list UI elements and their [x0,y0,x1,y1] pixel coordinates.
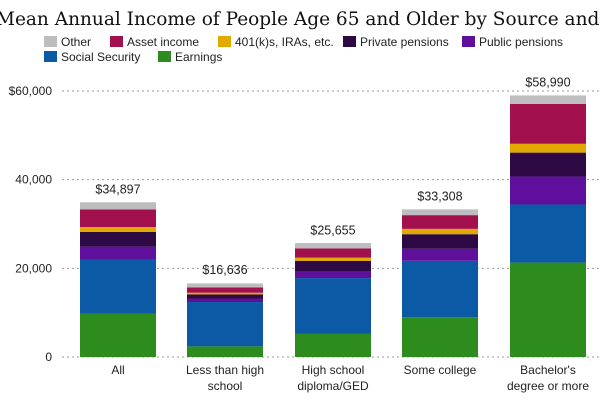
bar-segment-401-k-s-iras-etc-all [80,227,156,232]
legend-swatch [44,51,57,62]
total-label: $16,636 [202,263,247,277]
bar-segment-public-pensions-some-college [402,248,478,261]
bar-segment-other-high-school-diploma-ged [295,243,371,249]
bar-segment-social-security-high-school-diploma-ged [295,278,371,334]
legend-item-other: Other [44,35,91,49]
legend-label: Asset income [127,35,199,49]
legend-swatch [462,36,475,47]
bar-segment-other-all [80,202,156,210]
category-label: Some college [404,363,477,377]
legend-item-401-k-s-iras-etc: 401(k)s, IRAs, etc. [218,35,334,49]
y-tick-label: 20,000 [15,261,52,275]
legend-swatch [158,51,171,62]
bar-segment-401-k-s-iras-etc-bachelor-s-degree-or-more [510,143,586,153]
category-label: Bachelor's [520,363,576,377]
legend-swatch [110,36,123,47]
bar-segment-private-pensions-high-school-diploma-ged [295,260,371,272]
category-label: degree or more [507,379,589,393]
bar-segment-social-security-all [80,259,156,314]
bar-segment-private-pensions-bachelor-s-degree-or-more [510,152,586,177]
x-axis: All Less than high school High school diplom… [111,363,589,393]
y-tick-label: 40,000 [15,173,52,187]
category-label: Less than high [186,363,264,377]
total-label: $25,655 [310,223,355,237]
legend-swatch [218,36,231,47]
legend-label: Earnings [175,50,222,64]
bar-segment-private-pensions-less-than-high-school [187,294,263,299]
bar-segment-earnings-some-college [402,317,478,357]
bar-segment-social-security-less-than-high-school [187,302,263,347]
bar-segment-social-security-some-college [402,260,478,318]
bar-segment-asset-income-high-school-diploma-ged [295,248,371,258]
category-label: All [111,363,124,377]
legend-swatch [44,36,57,47]
legend-label: Other [61,35,91,49]
bar-segment-asset-income-some-college [402,215,478,229]
bar-segment-401-k-s-iras-etc-less-than-high-school [187,292,263,295]
legend-item-earnings: Earnings [158,50,222,64]
bar-segment-public-pensions-less-than-high-school [187,298,263,303]
bar-segment-earnings-all [80,313,156,357]
bar-segment-earnings-high-school-diploma-ged [295,333,371,357]
bar-segment-public-pensions-bachelor-s-degree-or-more [510,176,586,205]
bar-segment-other-bachelor-s-degree-or-more [510,95,586,104]
bars [80,95,586,357]
legend-item-asset-income: Asset income [110,35,199,49]
legend-label: Private pensions [360,35,449,49]
legend-item-public-pensions: Public pensions [462,35,563,49]
bar-segment-other-some-college [402,209,478,216]
legend-item-private-pensions: Private pensions [343,35,449,49]
legend-label: Social Security [61,50,140,64]
total-labels: $34,897 $16,636 $25,655 $33,308 $58,990 [95,75,570,277]
bar-segment-private-pensions-all [80,231,156,247]
total-label: $34,897 [95,182,140,196]
legend: Other Asset income 401(k)s, IRAs, etc. Priv… [44,35,563,64]
bar-segment-401-k-s-iras-etc-high-school-diploma-ged [295,257,371,261]
legend-label: 401(k)s, IRAs, etc. [235,35,334,49]
category-label: diploma/GED [297,379,369,393]
y-axis: 0 20,000 40,000 $60,000 [9,84,53,364]
category-label: High school [302,363,365,377]
bar-segment-social-security-bachelor-s-degree-or-more [510,204,586,263]
bar-segment-private-pensions-some-college [402,234,478,249]
bar-segment-401-k-s-iras-etc-some-college [402,228,478,235]
legend-label: Public pensions [479,35,563,49]
bar-segment-earnings-bachelor-s-degree-or-more [510,262,586,357]
bar-segment-public-pensions-all [80,246,156,260]
bar-segment-public-pensions-high-school-diploma-ged [295,271,371,279]
bar-segment-earnings-less-than-high-school [187,346,263,357]
legend-item-social-security: Social Security [44,50,140,64]
category-label: school [208,379,243,393]
legend-swatch [343,36,356,47]
total-label: $33,308 [417,189,462,203]
y-tick-label: $60,000 [9,84,53,98]
total-label: $58,990 [525,75,570,89]
y-tick-label: 0 [45,350,52,364]
bar-segment-asset-income-bachelor-s-degree-or-more [510,103,586,144]
chart-title: Mean Annual Income of People Age 65 and … [0,9,600,30]
bar-segment-asset-income-less-than-high-school [187,287,263,293]
bar-segment-asset-income-all [80,209,156,228]
bar-segment-other-less-than-high-school [187,283,263,288]
